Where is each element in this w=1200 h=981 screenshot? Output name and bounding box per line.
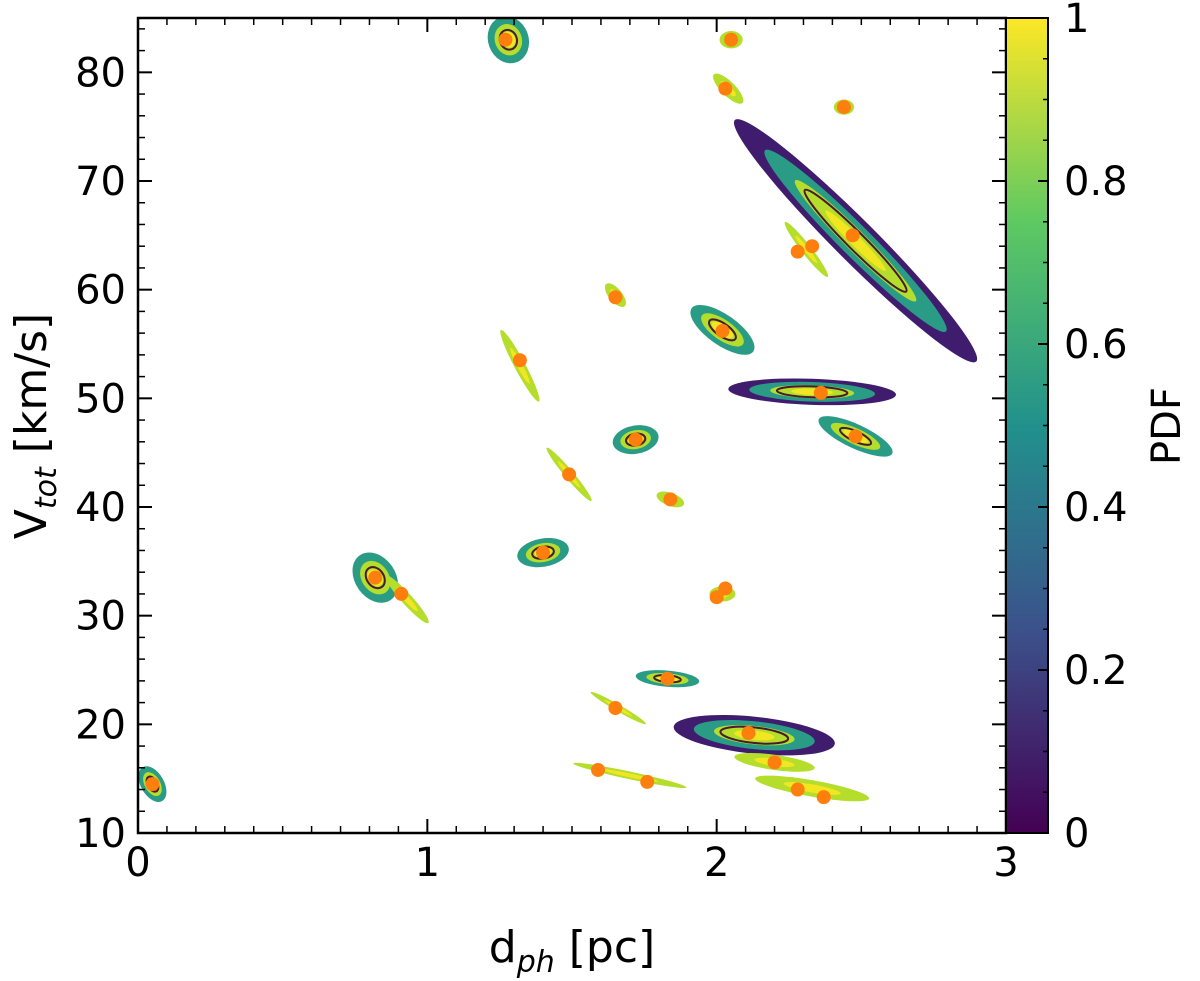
y-tick-label: 10 — [75, 811, 126, 857]
colorbar-tick-label: 0 — [1064, 811, 1089, 857]
data-point-21 — [790, 782, 805, 797]
distribution-contour — [775, 385, 849, 399]
colorbar-label: PDF — [1144, 387, 1190, 465]
data-point-9 — [608, 290, 623, 305]
data-point-19 — [741, 726, 756, 741]
data-point-22 — [816, 790, 831, 805]
data-point-17 — [718, 81, 733, 96]
data-point-11 — [640, 774, 655, 789]
distribution-contour — [364, 566, 386, 590]
data-point-4 — [512, 353, 527, 368]
data-point-2 — [394, 586, 409, 601]
x-label-unit: [pc] — [555, 922, 655, 973]
data-point-28 — [848, 429, 863, 444]
x-axis-label: dph [pc] — [489, 922, 655, 980]
data-point-12 — [660, 671, 675, 686]
colorbar-tick-label: 1 — [1064, 0, 1089, 42]
axes-layer: 0 1 2 3 10 20 30 40 50 60 70 80 — [75, 18, 1019, 886]
data-point-0 — [145, 777, 160, 792]
data-point-18 — [724, 32, 739, 47]
data-point-23 — [790, 244, 805, 259]
data-point-26 — [836, 100, 851, 115]
data-point-16 — [715, 323, 730, 338]
y-tick-label: 80 — [75, 50, 126, 96]
colorbar-tick-label: 0.6 — [1064, 322, 1128, 368]
data-point-24 — [805, 239, 820, 254]
data-point-5 — [536, 545, 551, 560]
data-point-6 — [562, 467, 577, 482]
x-tick-label: 1 — [415, 840, 440, 886]
distribution-contour — [803, 188, 908, 293]
y-tick-label: 50 — [75, 376, 126, 422]
data-point-14 — [709, 590, 724, 605]
y-tick-label: 40 — [75, 485, 126, 531]
distribution-contour — [719, 725, 790, 745]
x-tick-label: 0 — [125, 840, 150, 886]
data-point-13 — [663, 492, 678, 507]
data-point-15 — [718, 581, 733, 596]
points-layer — [145, 32, 863, 805]
data-point-10 — [628, 432, 643, 447]
data-point-3 — [498, 32, 513, 47]
y-tick-label: 20 — [75, 702, 126, 748]
colorbar-ticks: 0 0.2 0.4 0.6 0.8 1 — [1038, 0, 1128, 857]
y-tick-label: 70 — [75, 159, 126, 205]
colorbar — [1005, 17, 1049, 834]
x-tick-label: 2 — [704, 840, 729, 886]
plot-area — [138, 18, 1006, 833]
y-axis-label: Vtot [km/s] — [6, 313, 64, 539]
colorbar-tick-label: 0.4 — [1064, 485, 1128, 531]
colorbar-tick-label: 0.2 — [1064, 648, 1128, 694]
data-point-7 — [591, 762, 606, 777]
data-point-8 — [608, 701, 623, 716]
y-label-unit: [km/s] — [6, 313, 57, 467]
x-label-sub: ph — [516, 945, 555, 980]
data-point-27 — [845, 228, 860, 243]
y-tick-label: 60 — [75, 268, 126, 314]
y-label-sub: tot — [29, 466, 64, 509]
data-point-20 — [767, 755, 782, 770]
y-tick-label: 30 — [75, 594, 126, 640]
x-label-main: d — [489, 922, 517, 973]
distribution-21 — [728, 378, 897, 406]
data-point-25 — [813, 385, 828, 400]
y-label-main: V — [6, 509, 57, 539]
colorbar-tick-label: 0.8 — [1064, 159, 1128, 205]
x-tick-label: 3 — [993, 840, 1018, 886]
data-point-1 — [368, 570, 383, 585]
